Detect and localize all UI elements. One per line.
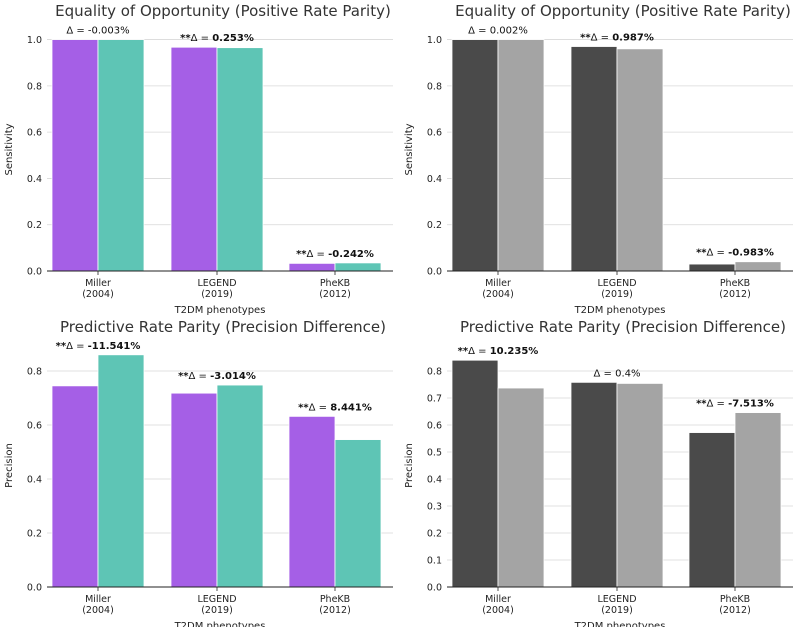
bar-group-2-1 [497, 39, 545, 272]
x-tick-label: Miller (2004) [482, 278, 514, 300]
bar-group-1-3 [288, 262, 336, 272]
delta-annotation: **Δ = -11.541% [56, 341, 141, 352]
delta-annotation: **Δ = -0.983% [696, 248, 774, 259]
y-tick-label: 1.0 [27, 35, 42, 46]
y-tick-label: 0.4 [427, 174, 442, 185]
x-tick-label: PheKB (2012) [319, 594, 351, 616]
y-tick-label: 0.6 [427, 128, 442, 139]
chart-title: Predictive Rate Parity (Precision Differ… [60, 318, 386, 336]
x-tick-label: LEGEND (2019) [597, 594, 636, 616]
y-tick-label: 0.6 [27, 421, 42, 432]
bar-group-2-3 [334, 439, 382, 588]
x-axis-label: T2DM phenotypes [174, 305, 266, 316]
y-tick-label: 0.6 [427, 421, 442, 432]
x-axis-label: T2DM phenotypes [574, 621, 666, 627]
y-tick-label: 0.0 [427, 267, 442, 278]
y-tick-label: 0.7 [427, 394, 442, 405]
y-axis-label: Precision [404, 443, 415, 488]
x-tick-label: Miller (2004) [82, 594, 114, 616]
bar-group-1-3 [688, 432, 736, 588]
y-tick-label: 0.4 [427, 475, 442, 486]
delta-annotation: **Δ = -3.014% [178, 371, 256, 382]
bar-group-2-1 [497, 387, 545, 588]
bar-group-2-1 [97, 354, 145, 588]
delta-annotation: Δ = 0.002% [468, 26, 528, 37]
bar-group-1-3 [688, 263, 736, 272]
y-tick-label: 0.0 [427, 583, 442, 594]
delta-annotation: **Δ = 8.441% [298, 402, 372, 413]
x-tick-label: Miller (2004) [482, 594, 514, 616]
delta-annotation: Δ = -0.003% [66, 26, 129, 37]
bar-group-2-3 [734, 261, 782, 272]
x-axis-label: T2DM phenotypes [174, 621, 266, 627]
x-tick-label: Miller (2004) [82, 278, 114, 300]
bar-group-1-3 [288, 415, 336, 588]
x-axis-label: T2DM phenotypes [574, 305, 666, 316]
y-tick-label: 0.2 [27, 529, 42, 540]
bar-group-1-2 [570, 46, 618, 272]
bar-group-1-2 [170, 392, 218, 588]
delta-annotation: Δ = 0.4% [594, 368, 641, 379]
bar-group-2-3 [334, 262, 382, 272]
delta-annotation: **Δ = 0.253% [180, 33, 254, 44]
x-tick-label: PheKB (2012) [719, 594, 751, 616]
chart-title: Equality of Opportunity (Positive Rate P… [455, 2, 791, 20]
y-tick-label: 0.5 [427, 448, 442, 459]
y-tick-label: 0.0 [27, 583, 42, 594]
y-tick-label: 0.8 [427, 367, 442, 378]
delta-annotation: **Δ = 0.987% [580, 33, 654, 44]
y-tick-label: 1.0 [427, 35, 442, 46]
delta-annotation: **Δ = -7.513% [696, 399, 774, 410]
x-tick-label: PheKB (2012) [719, 278, 751, 300]
y-tick-label: 0.1 [427, 556, 442, 567]
y-tick-label: 0.4 [27, 174, 42, 185]
y-axis-label: Sensitivity [404, 123, 415, 175]
chart-panel-4: Predictive Rate Parity (Precision Differ… [404, 318, 793, 627]
x-tick-label: PheKB (2012) [319, 278, 351, 300]
chart-panel-1: Equality of Opportunity (Positive Rate P… [4, 2, 393, 316]
y-tick-label: 0.2 [427, 220, 442, 231]
bar-group-2-1 [97, 39, 145, 272]
y-tick-label: 0.4 [27, 475, 42, 486]
chart-panel-2: Equality of Opportunity (Positive Rate P… [404, 2, 793, 316]
bar-group-1-1 [51, 39, 99, 272]
y-tick-label: 0.6 [27, 128, 42, 139]
y-tick-label: 0.0 [27, 267, 42, 278]
delta-annotation: **Δ = 10.235% [458, 346, 539, 357]
x-tick-label: LEGEND (2019) [597, 278, 636, 300]
bar-group-2-3 [734, 412, 782, 588]
chart-title: Equality of Opportunity (Positive Rate P… [55, 2, 391, 20]
bar-group-1-1 [451, 39, 499, 272]
y-tick-label: 0.2 [427, 529, 442, 540]
chart-title: Predictive Rate Parity (Precision Differ… [460, 318, 786, 336]
x-tick-label: LEGEND (2019) [197, 594, 236, 616]
bar-group-1-1 [51, 385, 99, 588]
bar-group-2-2 [616, 48, 664, 272]
chart-panel-3: Predictive Rate Parity (Precision Differ… [4, 318, 393, 627]
bar-group-1-2 [170, 46, 218, 272]
bar-group-1-1 [451, 359, 499, 588]
y-axis-label: Sensitivity [4, 123, 15, 175]
y-tick-label: 0.8 [27, 367, 42, 378]
bar-group-2-2 [216, 47, 264, 272]
x-tick-label: LEGEND (2019) [197, 278, 236, 300]
bar-group-1-2 [570, 381, 618, 588]
y-tick-label: 0.8 [427, 81, 442, 92]
bar-group-2-2 [216, 384, 264, 588]
y-axis-label: Precision [4, 443, 15, 488]
bar-group-2-2 [616, 383, 664, 588]
y-tick-label: 0.2 [27, 220, 42, 231]
y-tick-label: 0.3 [427, 502, 442, 513]
delta-annotation: **Δ = -0.242% [296, 249, 374, 260]
y-tick-label: 0.8 [27, 81, 42, 92]
